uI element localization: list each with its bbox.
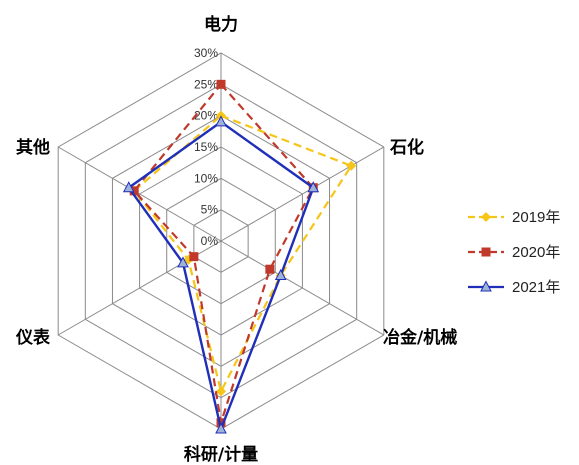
axis-label-petrochem: 石化: [389, 137, 424, 158]
tick-label: 5%: [201, 203, 219, 217]
tick-label: 20%: [194, 109, 218, 123]
data-point-2: [215, 422, 227, 434]
legend-item-0: 2019年: [468, 209, 560, 226]
data-point-1: [189, 252, 199, 262]
axis-labels: 电力 石化 冶金/机械 科研/计量 仪表 其他: [15, 14, 457, 465]
axis-label-research: 科研/计量: [184, 444, 258, 465]
tick-label: 15%: [194, 140, 218, 154]
legend: 2019年 2020年 2021年: [468, 209, 560, 296]
tick-label: 30%: [194, 46, 218, 60]
data-point-1: [265, 264, 275, 274]
legend-swatch-marker: [481, 212, 491, 222]
radial-tick-labels: 0% 5% 10% 15% 20% 25% 30%: [194, 46, 218, 248]
data-point-2: [274, 268, 287, 280]
legend-label: 2021年: [512, 279, 560, 296]
legend-label: 2019年: [512, 209, 560, 226]
data-point-2: [122, 181, 135, 193]
data-point-1: [216, 79, 226, 89]
series-2: [122, 115, 320, 434]
tick-label: 25%: [194, 77, 218, 91]
data-point-0: [216, 386, 226, 397]
spoke-5: [57, 146, 222, 242]
data-point-0: [346, 160, 357, 171]
series-line-1: [133, 83, 315, 424]
legend-item-2: 2021年: [468, 279, 560, 296]
tick-label: 10%: [194, 171, 218, 185]
data-point-2: [307, 181, 320, 193]
spoke-2: [220, 240, 385, 336]
legend-item-1: 2020年: [468, 244, 560, 261]
axis-label-other: 其他: [16, 137, 50, 158]
axis-label-power: 电力: [204, 14, 238, 35]
data-point-1: [129, 186, 139, 196]
radar-grid: [57, 52, 385, 430]
series-layer: [122, 79, 357, 434]
legend-swatch-marker: [480, 280, 492, 292]
axis-label-metallurgy: 冶金/机械: [383, 327, 457, 348]
tick-label: 0%: [201, 234, 219, 248]
spoke-1: [220, 146, 385, 242]
legend-swatch-marker: [481, 247, 491, 257]
data-point-2: [215, 115, 227, 127]
axis-label-instruments: 仪表: [15, 327, 51, 348]
data-point-2: [177, 256, 189, 268]
legend-label: 2020年: [512, 244, 560, 261]
